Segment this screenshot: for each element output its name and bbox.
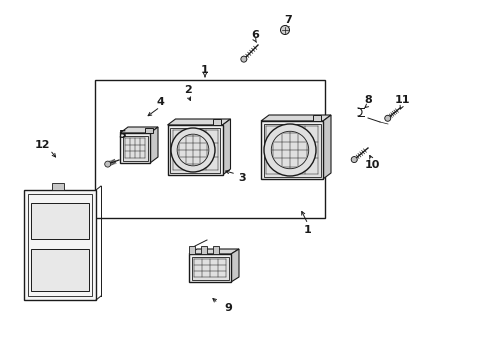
FancyBboxPatch shape [189, 246, 195, 254]
Polygon shape [120, 127, 158, 133]
Bar [213, 119, 220, 125]
Bar [264, 123, 320, 176]
Text: 5: 5 [118, 130, 126, 140]
Bar [168, 125, 222, 175]
Bar [31, 203, 89, 239]
Bar [31, 249, 89, 291]
Bar [313, 115, 321, 121]
Text: 1: 1 [304, 225, 312, 235]
Circle shape [171, 128, 215, 172]
Circle shape [241, 56, 247, 62]
Polygon shape [222, 119, 230, 175]
Text: 6: 6 [251, 30, 259, 40]
Circle shape [105, 161, 111, 167]
Text: 3: 3 [238, 173, 246, 183]
Circle shape [264, 124, 316, 176]
Text: 12: 12 [34, 140, 50, 150]
FancyBboxPatch shape [213, 246, 219, 254]
Text: 1: 1 [201, 65, 209, 75]
Text: 7: 7 [284, 15, 292, 25]
Polygon shape [150, 127, 158, 163]
Bar [170, 127, 220, 172]
Bar [122, 135, 147, 161]
Text: 2: 2 [184, 85, 192, 95]
Polygon shape [261, 115, 331, 121]
Bar [120, 133, 150, 163]
Text: 4: 4 [156, 97, 164, 107]
Polygon shape [168, 119, 230, 125]
Bar [192, 256, 228, 279]
Circle shape [280, 26, 290, 35]
Text: 11: 11 [394, 95, 410, 105]
Bar [24, 190, 96, 300]
FancyBboxPatch shape [201, 246, 207, 254]
Circle shape [351, 157, 357, 163]
Polygon shape [189, 249, 239, 254]
Bar [189, 254, 231, 282]
Text: 9: 9 [224, 303, 232, 313]
Bar [95, 80, 325, 218]
Polygon shape [231, 249, 239, 282]
Bar [52, 183, 64, 190]
Circle shape [385, 115, 391, 121]
Bar [261, 121, 323, 179]
Text: 8: 8 [364, 95, 372, 105]
Text: 10: 10 [364, 160, 380, 170]
Polygon shape [323, 115, 331, 179]
Bar [145, 128, 153, 133]
Bar [28, 194, 92, 296]
